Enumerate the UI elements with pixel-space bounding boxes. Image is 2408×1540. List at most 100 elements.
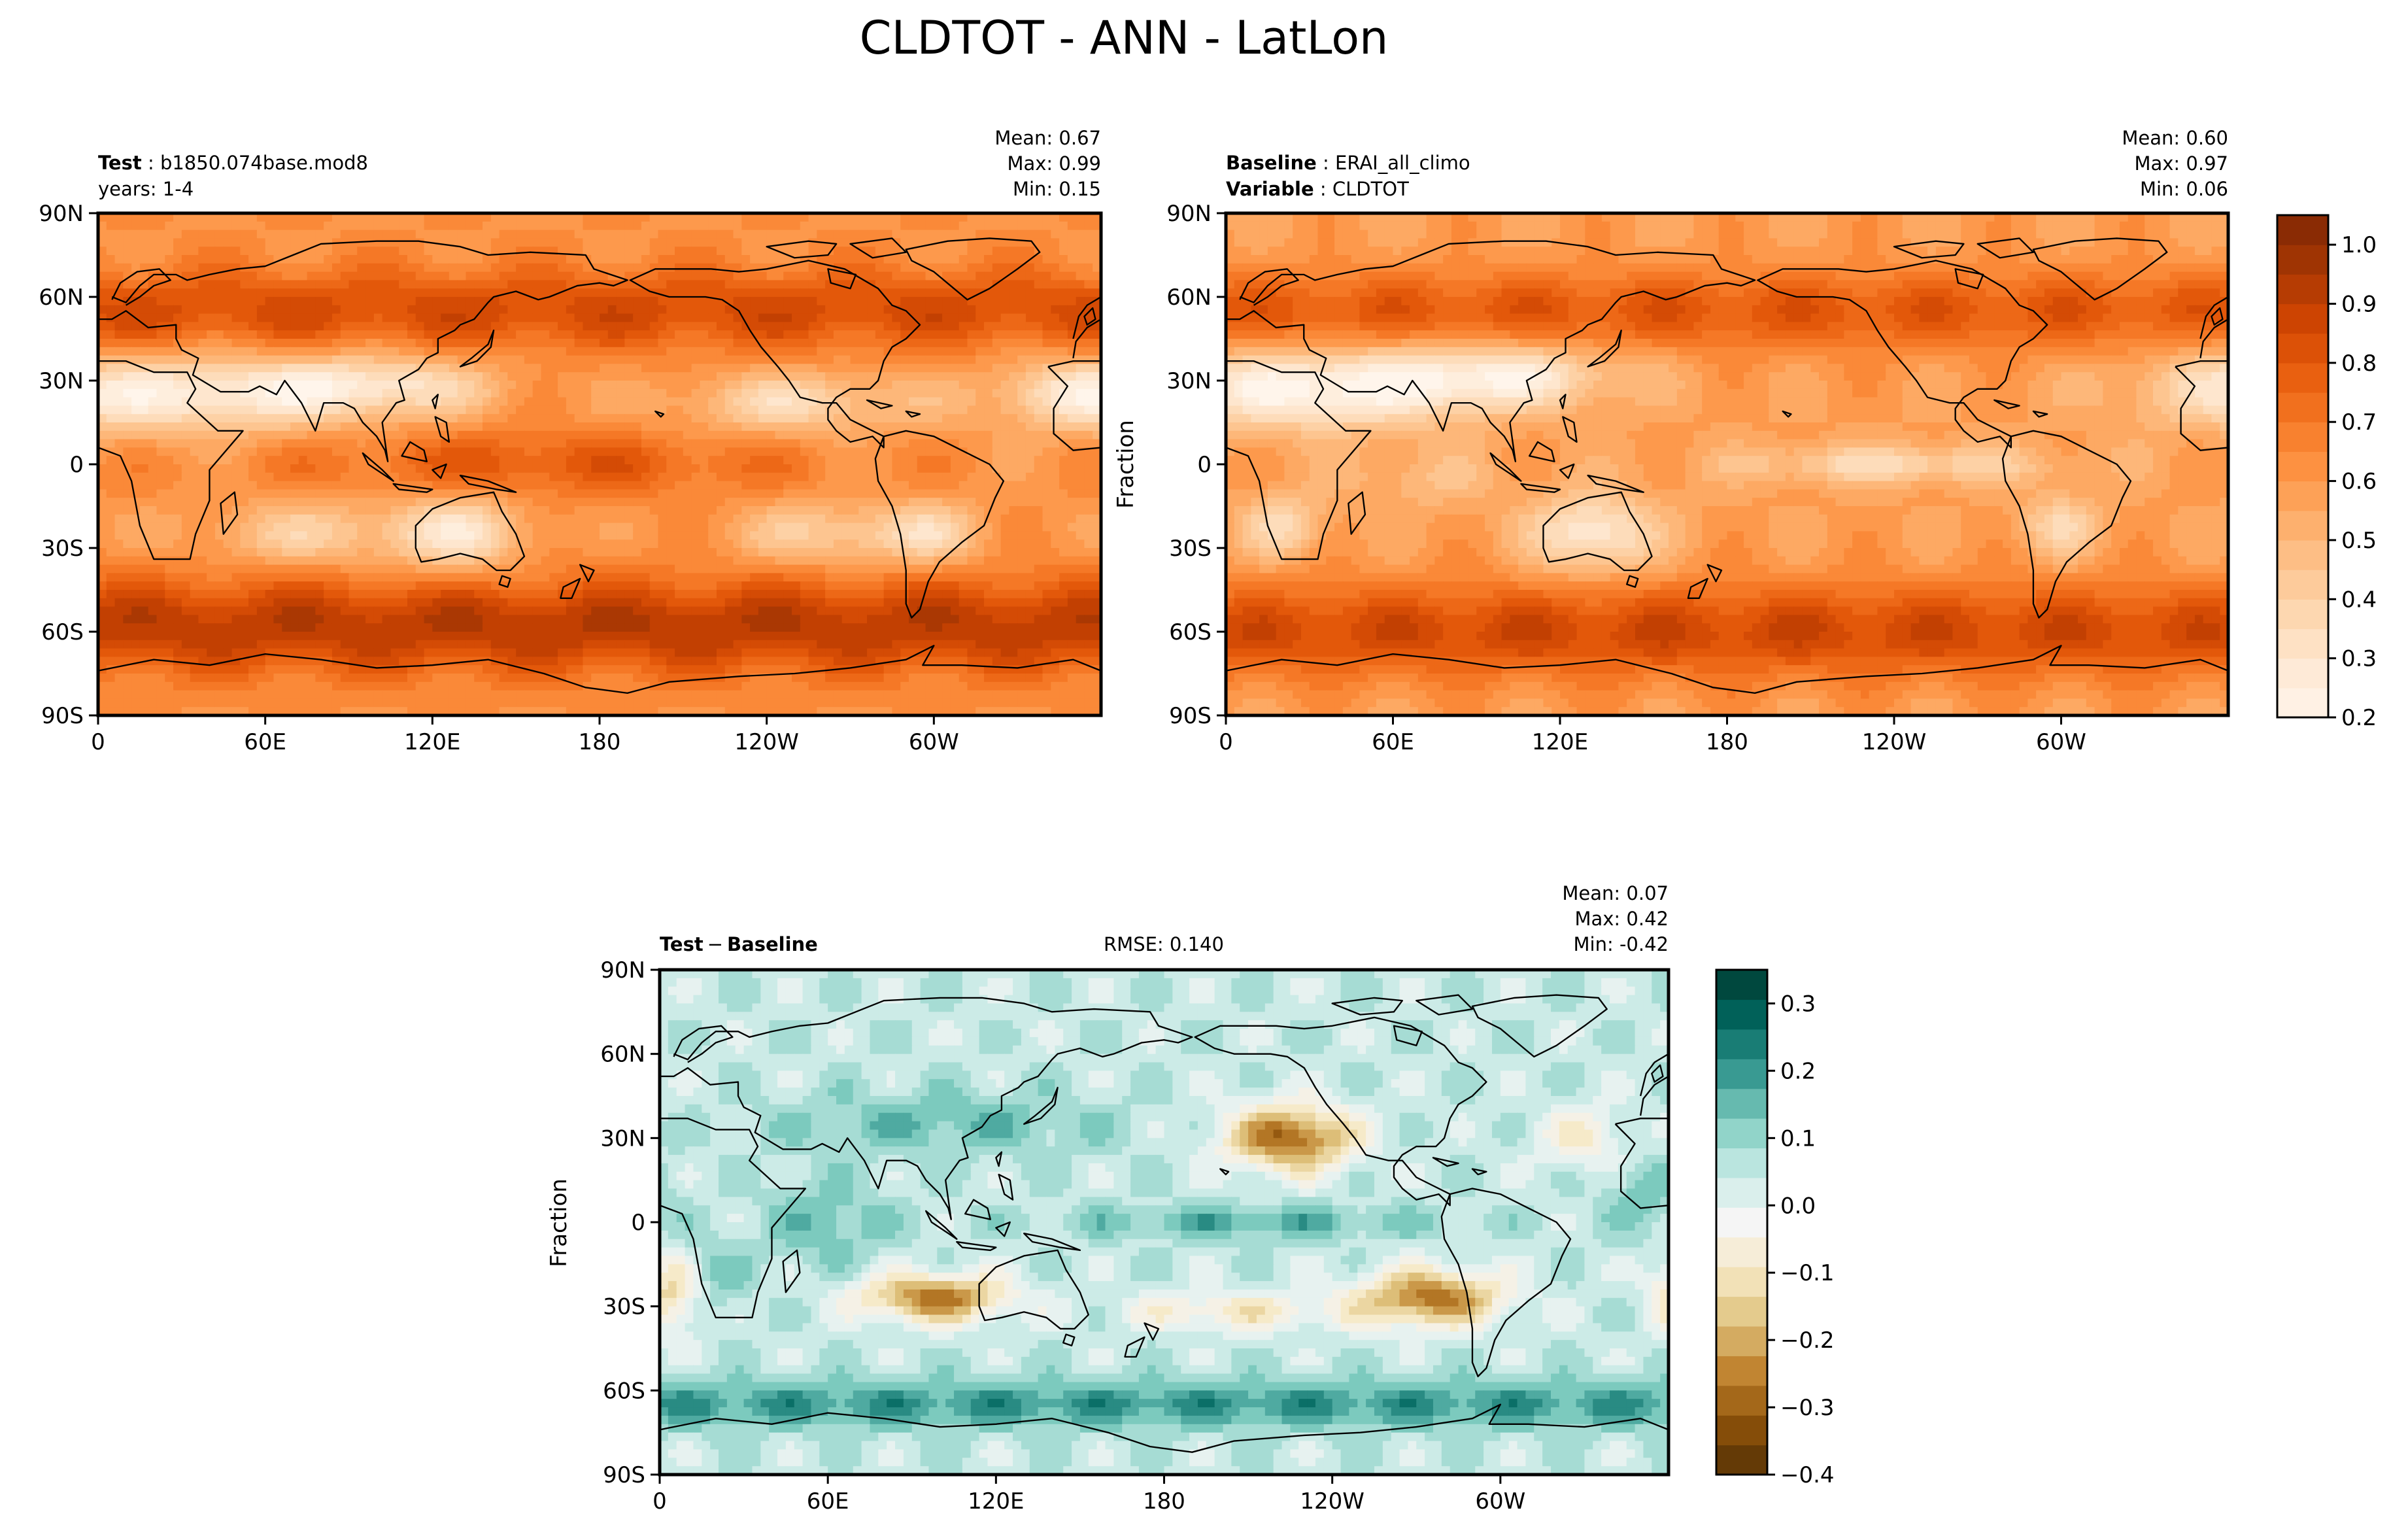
test-heatmap-cell xyxy=(1034,489,1043,498)
test-heatmap-cell xyxy=(867,364,876,373)
test-heatmap-cell xyxy=(156,439,165,448)
test-heatmap-cell xyxy=(207,556,216,566)
test-heatmap-cell xyxy=(808,247,817,256)
test-heatmap-cell xyxy=(1051,388,1060,398)
test-heatmap-cell xyxy=(1093,447,1101,456)
test-heatmap-cell xyxy=(616,313,625,322)
test-heatmap-cell xyxy=(958,330,968,339)
test-heatmap-cell xyxy=(373,548,383,557)
test-heatmap-cell xyxy=(992,213,1002,222)
test-heatmap-cell xyxy=(357,531,366,540)
test-heatmap-cell xyxy=(290,539,299,549)
test-heatmap-cell xyxy=(282,388,291,398)
test-heatmap-cell xyxy=(123,397,132,406)
test-heatmap-cell xyxy=(558,347,567,356)
test-heatmap-cell xyxy=(1076,322,1085,331)
test-heatmap-cell xyxy=(607,464,617,473)
test-heatmap-cell xyxy=(449,397,458,406)
test-heatmap-cell xyxy=(708,288,717,298)
test-heatmap-cell xyxy=(616,405,625,415)
test-heatmap-cell xyxy=(449,280,458,289)
test-heatmap-cell xyxy=(591,355,600,364)
test-heatmap-cell xyxy=(958,422,968,432)
test-heatmap-cell xyxy=(675,355,684,364)
test-heatmap-cell xyxy=(716,230,726,239)
test-heatmap-cell xyxy=(123,230,132,239)
test-heatmap-cell xyxy=(925,414,934,423)
test-heatmap-cell xyxy=(641,556,651,566)
test-heatmap-cell xyxy=(273,355,282,364)
test-heatmap-cell xyxy=(173,514,182,524)
test-heatmap-cell xyxy=(382,388,392,398)
test-heatmap-cell xyxy=(925,456,934,465)
test-heatmap-cell xyxy=(800,230,809,239)
test-heatmap-cell xyxy=(917,489,926,498)
test-heatmap-cell xyxy=(892,481,901,490)
test-heatmap-cell xyxy=(474,388,483,398)
test-heatmap-cell xyxy=(766,414,776,423)
test-heatmap-cell xyxy=(390,447,399,456)
test-heatmap-cell xyxy=(273,506,282,515)
test-heatmap-cell xyxy=(415,355,425,364)
test-heatmap-cell xyxy=(148,489,158,498)
test-heatmap-cell xyxy=(165,297,174,306)
test-heatmap-cell xyxy=(173,506,182,515)
test-heatmap-cell xyxy=(348,305,358,315)
test-heatmap-cell xyxy=(223,405,233,415)
test-heatmap-cell xyxy=(892,498,901,507)
test-heatmap-cell xyxy=(1042,514,1051,524)
test-heatmap-cell xyxy=(457,456,467,465)
test-heatmap-cell xyxy=(833,347,843,356)
test-heatmap-cell xyxy=(240,313,249,322)
test-heatmap-cell xyxy=(256,247,266,256)
test-heatmap-cell xyxy=(1017,498,1026,507)
test-heatmap-cell xyxy=(675,397,684,406)
test-heatmap-cell xyxy=(282,464,291,473)
test-heatmap-cell xyxy=(324,247,333,256)
test-heatmap-cell xyxy=(256,271,266,281)
test-heatmap-cell xyxy=(298,531,308,540)
test-heatmap-cell xyxy=(1025,481,1035,490)
test-heatmap-cell xyxy=(858,213,868,222)
test-heatmap-cell xyxy=(1067,514,1077,524)
test-heatmap-cell xyxy=(683,414,692,423)
test-heatmap-cell xyxy=(783,405,792,415)
test-heatmap-cell xyxy=(282,347,291,356)
test-heatmap-cell xyxy=(900,522,909,532)
test-heatmap-cell xyxy=(256,388,266,398)
test-heatmap-cell xyxy=(240,506,249,515)
test-heatmap-cell xyxy=(131,221,141,231)
test-heatmap-cell xyxy=(231,405,241,415)
test-heatmap-cell xyxy=(248,472,258,482)
test-heatmap-cell xyxy=(925,548,934,557)
test-heatmap-cell xyxy=(616,297,625,306)
test-heatmap-cell xyxy=(607,506,617,515)
test-heatmap-cell xyxy=(716,247,726,256)
test-heatmap-cell xyxy=(181,439,191,448)
test-heatmap-cell xyxy=(282,422,291,432)
test-heatmap-cell xyxy=(641,238,651,247)
test-heatmap-cell xyxy=(331,439,341,448)
test-heatmap-cell xyxy=(390,556,399,566)
test-heatmap-cell xyxy=(1017,347,1026,356)
test-heatmap-cell xyxy=(373,238,383,247)
test-heatmap-cell xyxy=(616,221,625,231)
test-heatmap-cell xyxy=(324,372,333,381)
test-heatmap-cell xyxy=(256,238,266,247)
test-heatmap-cell xyxy=(1017,372,1026,381)
test-heatmap-cell xyxy=(190,439,199,448)
test-heatmap-cell xyxy=(131,430,141,440)
test-heatmap-cell xyxy=(1084,439,1093,448)
test-heatmap-cell xyxy=(131,322,141,331)
test-heatmap-cell xyxy=(524,271,534,281)
test-heatmap-cell xyxy=(156,447,165,456)
test-heatmap-cell xyxy=(883,439,893,448)
test-heatmap-cell xyxy=(875,271,885,281)
test-heatmap-cell xyxy=(600,288,609,298)
test-heatmap-cell xyxy=(758,472,768,482)
test-heatmap-cell xyxy=(1051,422,1060,432)
test-heatmap-cell xyxy=(282,288,291,298)
test-heatmap-cell xyxy=(1025,221,1035,231)
test-heatmap-cell xyxy=(532,397,542,406)
test-heatmap-cell xyxy=(616,539,625,549)
